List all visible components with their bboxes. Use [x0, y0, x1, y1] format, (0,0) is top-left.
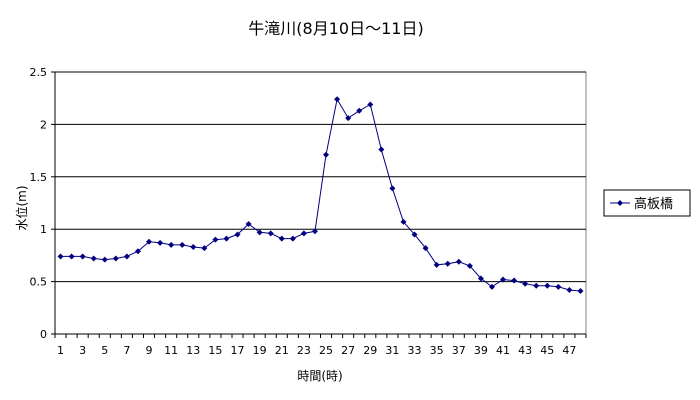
x-tick-label: 23: [297, 344, 311, 357]
x-tick-label: 45: [540, 344, 554, 357]
data-point: [146, 238, 153, 245]
data-point: [544, 282, 551, 289]
y-tick-label: 2: [40, 118, 47, 131]
data-point: [367, 101, 374, 108]
y-axis-label: 水位(m): [14, 185, 29, 230]
data-point: [289, 235, 296, 242]
y-tick-label: 0.5: [30, 276, 48, 289]
x-tick-label: 19: [253, 344, 267, 357]
data-point: [267, 230, 274, 237]
data-point: [334, 96, 341, 103]
x-tick-label: 21: [275, 344, 289, 357]
data-point: [323, 151, 330, 158]
data-point: [500, 276, 507, 283]
y-axis-ticks: 0 0.5 1 1.5 2 2.5: [30, 66, 55, 341]
data-point: [555, 283, 562, 290]
x-tick-label: 17: [231, 344, 245, 357]
data-point: [90, 255, 97, 262]
x-axis-ticks: 1 3 5 7 9 11 13 15 17 19 21 23 25 27 29 31 33 35 37 39 41 43 4…: [54, 334, 587, 357]
x-tick-label: 41: [496, 344, 510, 357]
data-point: [422, 245, 429, 252]
data-point: [433, 261, 440, 268]
x-tick-label: 13: [186, 344, 200, 357]
data-point: [245, 220, 252, 227]
data-point: [400, 218, 407, 225]
data-point: [201, 245, 208, 252]
series-group: [57, 96, 584, 295]
x-tick-label: 37: [452, 344, 466, 357]
x-tick-label: 25: [319, 344, 333, 357]
data-point: [300, 230, 307, 237]
y-tick-label: 2.5: [30, 66, 48, 79]
data-point: [179, 241, 186, 248]
x-tick-label: 3: [79, 344, 86, 357]
data-point: [455, 258, 462, 265]
data-point: [488, 283, 495, 290]
data-point: [112, 255, 119, 262]
x-tick-label: 9: [146, 344, 153, 357]
x-tick-label: 43: [518, 344, 532, 357]
x-tick-label: 11: [164, 344, 178, 357]
data-point: [566, 286, 573, 293]
data-point: [444, 260, 451, 267]
data-point: [577, 288, 584, 295]
y-tick-label: 0: [40, 328, 47, 341]
data-point: [68, 253, 75, 260]
data-point: [168, 241, 175, 248]
data-point: [278, 235, 285, 242]
data-point: [101, 256, 108, 263]
x-tick-label: 5: [101, 344, 108, 357]
data-point: [79, 253, 86, 260]
x-tick-label: 27: [341, 344, 355, 357]
data-point: [411, 231, 418, 238]
x-tick-label: 7: [123, 344, 130, 357]
data-point: [190, 244, 197, 251]
x-axis-label: 時間(時): [297, 369, 342, 383]
data-point: [256, 229, 263, 236]
data-point: [389, 185, 396, 192]
data-point: [477, 275, 484, 282]
x-tick-label: 31: [385, 344, 399, 357]
x-tick-label: 15: [208, 344, 222, 357]
data-point: [212, 236, 219, 243]
series-line: [60, 97, 581, 292]
data-point: [345, 115, 352, 122]
y-tick-label: 1: [40, 223, 47, 236]
x-tick-label: 35: [430, 344, 444, 357]
x-tick-label: 39: [474, 344, 488, 357]
data-point: [378, 146, 385, 153]
data-point: [466, 262, 473, 269]
data-point: [223, 235, 230, 242]
x-tick-label: 47: [562, 344, 576, 357]
y-tick-label: 1.5: [30, 171, 48, 184]
data-point: [134, 248, 141, 255]
data-point: [511, 277, 518, 284]
data-point: [157, 239, 164, 246]
plot-area: [54, 71, 587, 335]
gridlines: [55, 71, 586, 283]
x-tick-label: 33: [408, 344, 422, 357]
data-point: [522, 280, 529, 287]
legend-label: 高板橋: [634, 196, 673, 212]
legend: 高板橋: [603, 189, 691, 217]
data-point: [356, 107, 363, 114]
data-point: [123, 253, 130, 260]
legend-marker: [617, 200, 623, 206]
data-point: [57, 253, 64, 260]
chart-title: 牛滝川(8月10日〜11日): [248, 19, 423, 38]
data-point: [234, 231, 241, 238]
x-tick-label: 1: [57, 344, 64, 357]
x-tick-label: 29: [363, 344, 377, 357]
data-point: [311, 228, 318, 235]
data-point: [533, 282, 540, 289]
